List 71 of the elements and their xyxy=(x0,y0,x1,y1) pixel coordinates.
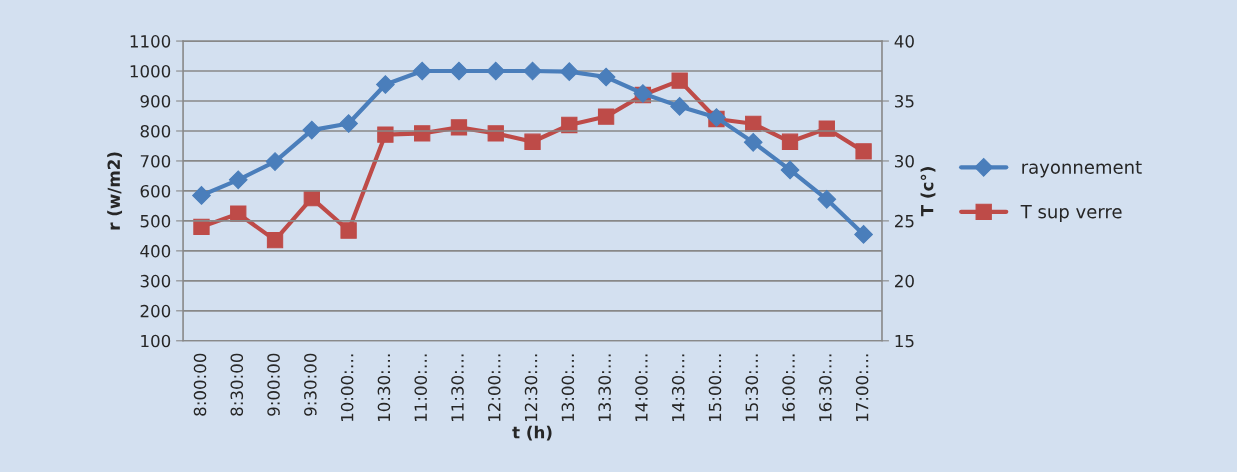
point xyxy=(855,143,872,160)
y-tick-label: 300 xyxy=(140,274,171,288)
x-tick-label: 17:00:… xyxy=(855,354,869,422)
point xyxy=(414,125,431,142)
point xyxy=(449,61,469,81)
point xyxy=(228,170,248,190)
point xyxy=(670,97,690,116)
y-tick-label: 200 xyxy=(140,304,171,318)
x-tick-label: 15:30:… xyxy=(745,354,759,422)
y2-tick-label: 25 xyxy=(895,214,914,228)
y-axis-title: r (w/m2) xyxy=(107,152,123,230)
y2-tick-label: 20 xyxy=(895,274,914,288)
y-tick-label: 900 xyxy=(140,94,171,108)
point xyxy=(339,114,358,133)
point xyxy=(743,133,763,152)
x-tick-label: 13:30:… xyxy=(598,354,611,422)
point xyxy=(671,72,688,89)
y2-tick-label: 15 xyxy=(895,334,914,348)
point xyxy=(193,218,210,236)
point xyxy=(412,61,432,81)
y-tick-label: 400 xyxy=(140,244,171,258)
point xyxy=(596,67,616,87)
point xyxy=(302,120,322,140)
point xyxy=(377,126,394,143)
x-tick-label: 8:30:00 xyxy=(230,353,244,416)
x-tick-label: 9:30:00 xyxy=(304,353,317,416)
point xyxy=(340,222,357,239)
point xyxy=(266,231,284,249)
y2-tick-label: 35 xyxy=(895,94,914,108)
y-tick-label: 600 xyxy=(140,184,171,198)
x-tick-label: 14:30:… xyxy=(671,354,685,422)
point xyxy=(780,160,800,180)
x-tick-label: 15:00:… xyxy=(708,354,722,422)
point xyxy=(486,61,506,81)
point xyxy=(818,120,835,137)
y2-tick-label: 40 xyxy=(894,35,914,48)
point xyxy=(817,189,837,209)
y-tick-label: 700 xyxy=(140,154,171,168)
x-axis-title: t (h) xyxy=(512,425,552,441)
x-tick-label: 12:30:… xyxy=(524,354,538,422)
x-tick-label: 10:30:… xyxy=(377,354,391,422)
point xyxy=(559,62,579,81)
point xyxy=(523,61,542,81)
point xyxy=(265,152,285,171)
x-tick-label: 9:00:00 xyxy=(267,353,280,416)
x-tick-label: 14:00:… xyxy=(635,354,648,422)
point xyxy=(854,225,873,244)
point xyxy=(597,108,615,125)
x-tick-label: 11:30:… xyxy=(451,354,464,422)
y2-tick-label: 30 xyxy=(895,154,914,168)
point xyxy=(781,133,799,150)
x-tick-label: 12:00:… xyxy=(487,354,501,422)
legend-label: rayonnement xyxy=(1022,160,1142,178)
x-tick-label: 16:00:… xyxy=(782,354,795,422)
y-tick-label: 1000 xyxy=(130,65,171,78)
y2-axis-title: T (c°) xyxy=(920,167,936,217)
point xyxy=(524,133,541,150)
x-tick-label: 13:00:… xyxy=(561,354,575,422)
x-tick-label: 10:00:… xyxy=(340,354,354,422)
point xyxy=(192,186,211,205)
point xyxy=(487,125,504,142)
x-tick-label: 16:30:… xyxy=(819,354,832,422)
point xyxy=(376,75,395,94)
x-tick-label: 8:00:00 xyxy=(193,353,207,416)
y-tick-label: 800 xyxy=(140,124,171,138)
point xyxy=(450,119,468,136)
y-tick-label: 500 xyxy=(140,214,171,228)
y-tick-label: 100 xyxy=(141,334,171,348)
x-tick-label: 11:00:… xyxy=(414,354,428,422)
legend-label: T sup verre xyxy=(1020,205,1122,222)
y-tick-label: 1100 xyxy=(130,35,171,48)
